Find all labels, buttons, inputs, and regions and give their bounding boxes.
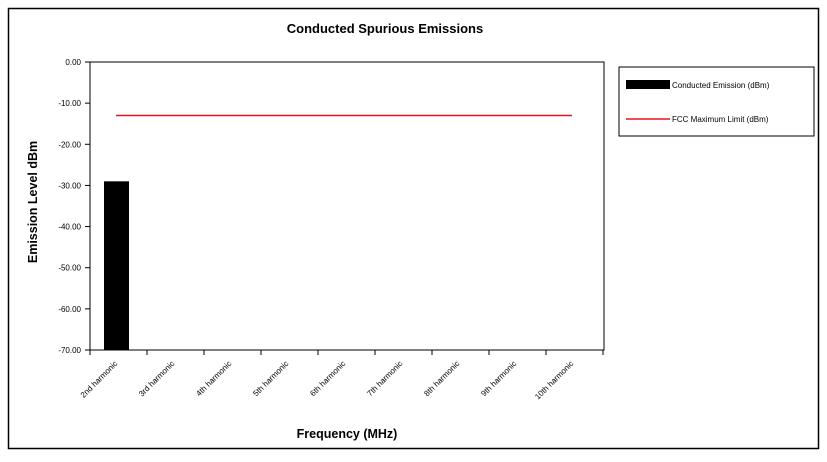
y-axis: 0.00 -10.00 -20.00 -30.00 -40.00 -50.00 -60.00… <box>58 58 90 355</box>
legend-box <box>618 66 815 137</box>
legend-label-conducted-emission: Conducted Emission (dBm) <box>672 81 770 90</box>
y-tick-label: -30.00 <box>58 181 81 190</box>
chart-title: Conducted Spurious Emissions <box>287 21 483 36</box>
y-tick-label: -10.00 <box>58 99 81 108</box>
y-tick-label: -50.00 <box>58 264 81 273</box>
legend: Conducted Emission (dBm) FCC Maximum Lim… <box>618 66 815 137</box>
y-tick-label: 0.00 <box>65 58 81 67</box>
y-tick-label: -20.00 <box>58 140 81 149</box>
y-tick-label: -60.00 <box>58 305 81 314</box>
x-axis-label: Frequency (MHz) <box>297 427 398 441</box>
bar-2nd-harmonic <box>104 181 129 350</box>
y-axis-label: Emission Level dBm <box>26 141 40 263</box>
legend-bar-swatch <box>626 80 670 89</box>
y-tick-label: -70.00 <box>58 346 81 355</box>
legend-label-fcc-limit: FCC Maximum Limit (dBm) <box>672 115 769 124</box>
y-tick-label: -40.00 <box>58 223 81 232</box>
plot-area <box>89 61 605 351</box>
bar-series <box>104 181 129 350</box>
